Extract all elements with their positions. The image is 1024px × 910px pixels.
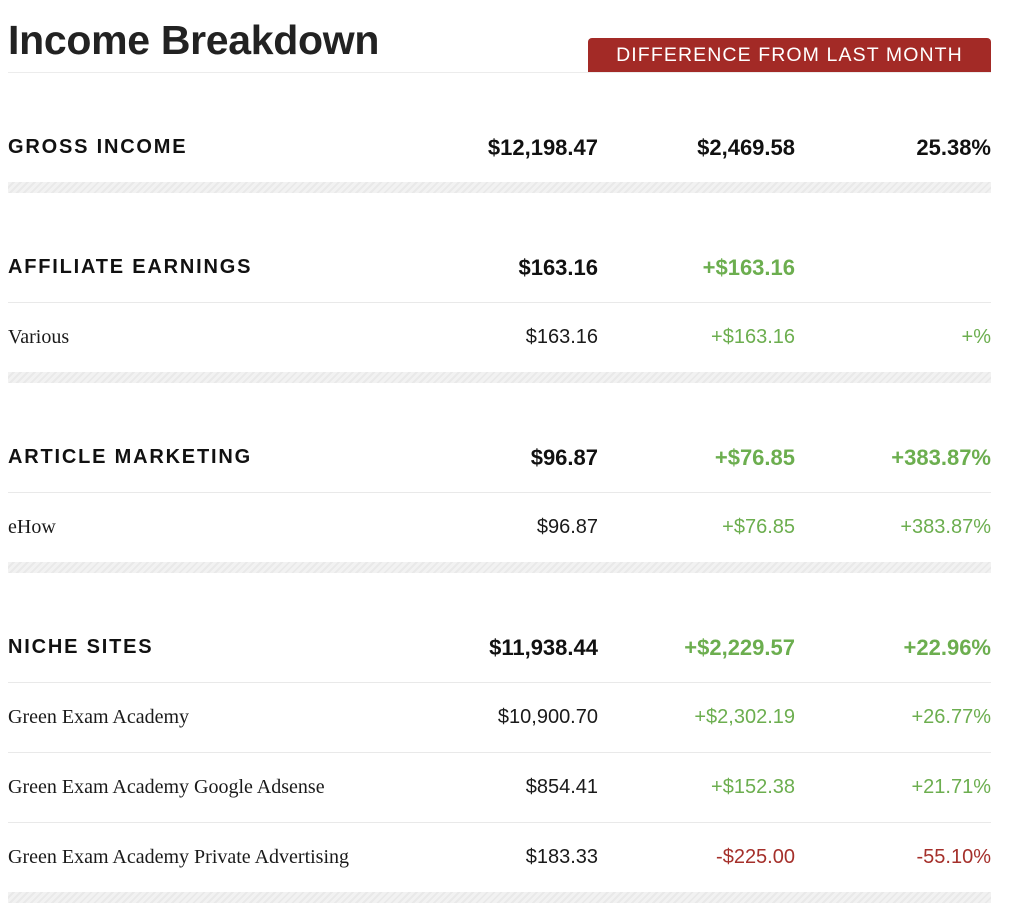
article-marketing-diff: +$76.85 xyxy=(714,444,795,470)
section-divider xyxy=(8,562,991,573)
affiliate-earnings-label: AFFILIATE EARNINGS xyxy=(8,256,253,278)
article-marketing-pct: +383.87% xyxy=(891,444,991,470)
section-divider xyxy=(8,372,991,383)
article-marketing-label: ARTICLE MARKETING xyxy=(8,446,252,468)
row-amount: $183.33 xyxy=(525,846,598,868)
niche-sites-diff: +$2,229.57 xyxy=(684,634,795,660)
section-divider xyxy=(8,892,991,903)
niche-sites-pct: +22.96% xyxy=(903,634,991,660)
niche-sites-row: NICHE SITES $11,938.44 +$2,229.57 +22.96… xyxy=(8,613,991,683)
difference-badge: DIFFERENCE FROM LAST MONTH xyxy=(588,38,991,72)
table-row: Various $163.16 +$163.16 +% xyxy=(8,303,991,372)
gross-income-diff: $2,469.58 xyxy=(697,134,795,160)
page-header: Income Breakdown DIFFERENCE FROM LAST MO… xyxy=(8,0,991,73)
row-amount: $854.41 xyxy=(525,776,598,798)
page-title: Income Breakdown xyxy=(8,17,380,63)
row-diff: +$163.16 xyxy=(711,326,795,348)
table-row: Green Exam Academy Private Advertising $… xyxy=(8,823,991,892)
row-pct: +% xyxy=(961,326,991,348)
row-pct: +26.77% xyxy=(911,706,991,728)
gross-income-amount: $12,198.47 xyxy=(487,134,598,160)
income-breakdown-page: Income Breakdown DIFFERENCE FROM LAST MO… xyxy=(8,0,991,903)
table-row: eHow $96.87 +$76.85 +383.87% xyxy=(8,493,991,562)
row-pct: +383.87% xyxy=(900,516,991,538)
table-row: Green Exam Academy $10,900.70 +$2,302.19… xyxy=(8,683,991,753)
affiliate-earnings-diff: +$163.16 xyxy=(702,254,795,280)
row-label: Green Exam Academy Private Advertising xyxy=(8,846,350,868)
row-amount: $10,900.70 xyxy=(497,706,598,728)
gross-income-row: GROSS INCOME $12,198.47 $2,469.58 25.38% xyxy=(8,113,991,182)
gross-income-label: GROSS INCOME xyxy=(8,136,188,158)
article-marketing-amount: $96.87 xyxy=(530,444,598,470)
row-diff: +$152.38 xyxy=(711,776,795,798)
row-label: Various xyxy=(8,326,70,348)
row-diff: -$225.00 xyxy=(716,846,795,868)
row-pct: +21.71% xyxy=(911,776,991,798)
table-row: Green Exam Academy Google Adsense $854.4… xyxy=(8,753,991,823)
niche-sites-amount: $11,938.44 xyxy=(489,634,598,660)
row-label: Green Exam Academy xyxy=(8,706,190,728)
niche-sites-label: NICHE SITES xyxy=(8,636,154,658)
gross-income-pct: 25.38% xyxy=(916,134,991,160)
affiliate-earnings-row: AFFILIATE EARNINGS $163.16 +$163.16 xyxy=(8,233,991,303)
section-divider xyxy=(8,182,991,193)
row-label: eHow xyxy=(8,516,56,538)
row-label: Green Exam Academy Google Adsense xyxy=(8,776,325,798)
article-marketing-row: ARTICLE MARKETING $96.87 +$76.85 +383.87… xyxy=(8,423,991,493)
row-diff: +$2,302.19 xyxy=(694,706,795,728)
row-pct: -55.10% xyxy=(916,846,992,868)
row-amount: $163.16 xyxy=(525,326,598,348)
row-amount: $96.87 xyxy=(536,516,598,538)
affiliate-earnings-amount: $163.16 xyxy=(518,254,598,280)
row-diff: +$76.85 xyxy=(722,516,795,538)
